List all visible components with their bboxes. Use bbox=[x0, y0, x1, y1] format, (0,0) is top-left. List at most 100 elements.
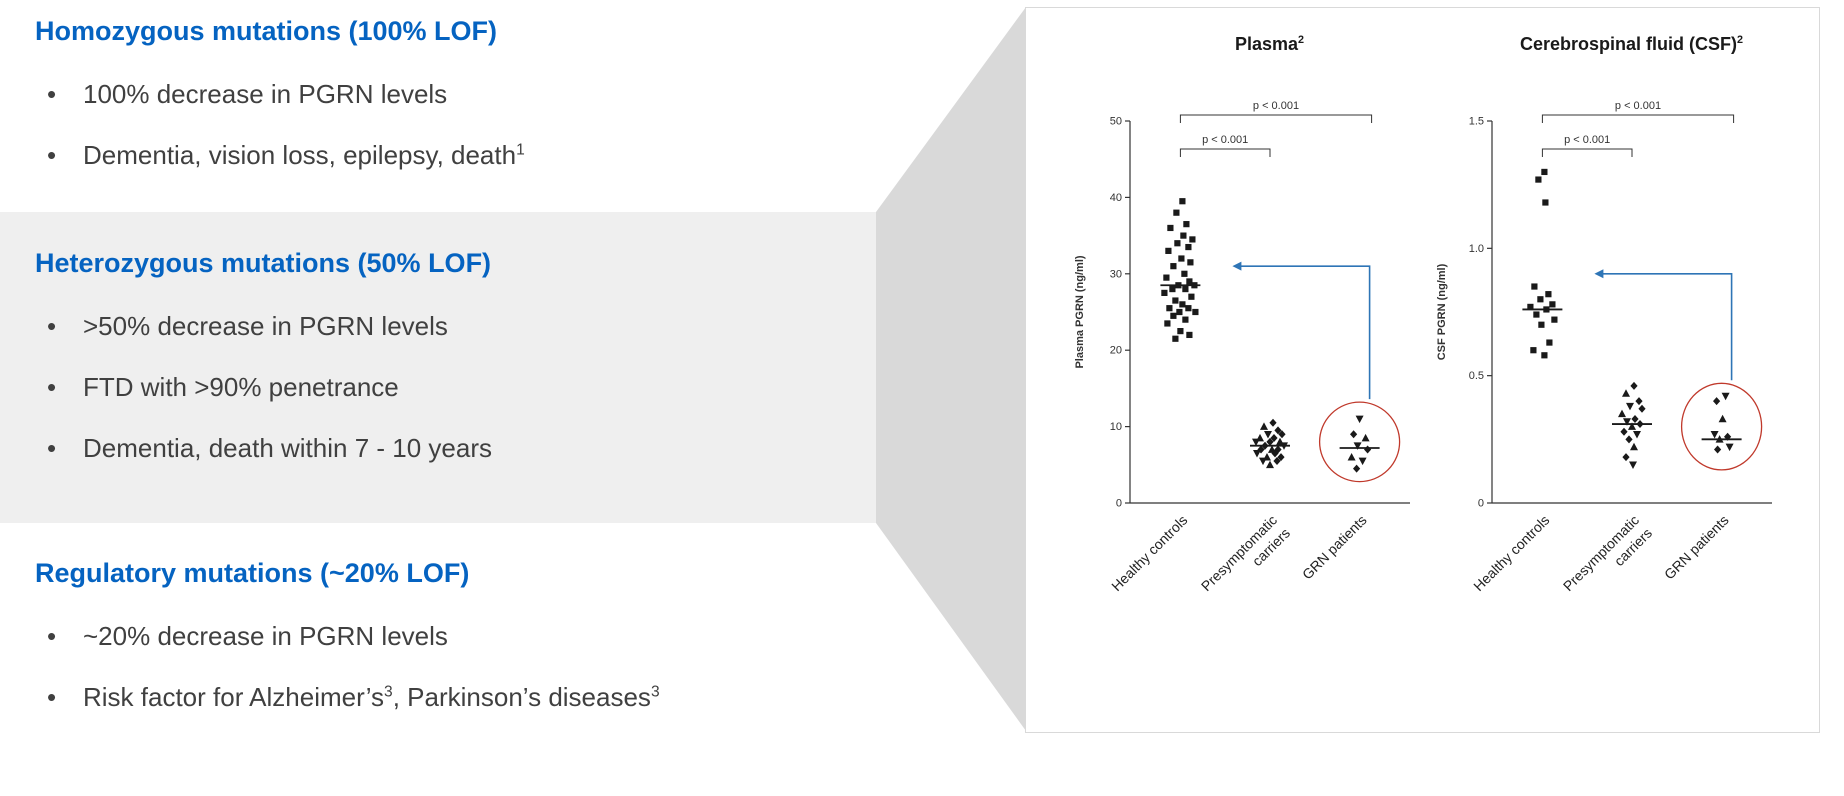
data-point bbox=[1363, 445, 1371, 454]
data-point bbox=[1713, 445, 1721, 454]
bullet-item: Dementia, vision loss, epilepsy, death1 bbox=[35, 138, 915, 173]
data-point bbox=[1529, 347, 1536, 354]
y-tick-label: 40 bbox=[1109, 192, 1121, 204]
data-point bbox=[1171, 335, 1178, 342]
data-point bbox=[1634, 397, 1643, 406]
data-point bbox=[1358, 457, 1367, 466]
bullet-list: 100% decrease in PGRN levels Dementia, v… bbox=[35, 77, 915, 173]
bullet-item: 100% decrease in PGRN levels bbox=[35, 77, 915, 112]
y-tick-label: 20 bbox=[1109, 345, 1121, 357]
data-point bbox=[1251, 438, 1260, 447]
callout-wedge bbox=[876, 7, 1026, 731]
data-point bbox=[1627, 422, 1636, 430]
callout-arrow-head bbox=[1231, 261, 1241, 271]
y-tick-label: 10 bbox=[1109, 421, 1121, 433]
section-heading: Regulatory mutations (~20% LOF) bbox=[35, 558, 470, 588]
data-point bbox=[1621, 453, 1630, 462]
data-point bbox=[1187, 293, 1194, 300]
data-point bbox=[1622, 418, 1631, 426]
p-value-label: p < 0.001 bbox=[1202, 134, 1248, 146]
data-point bbox=[1712, 397, 1720, 406]
data-point bbox=[1536, 296, 1543, 303]
data-point bbox=[1164, 247, 1171, 254]
data-point bbox=[1163, 320, 1170, 327]
data-point bbox=[1186, 259, 1193, 266]
section-homozygous: Homozygous mutations (100% LOF) 100% dec… bbox=[35, 16, 915, 199]
callout-arrow-head bbox=[1593, 269, 1603, 279]
section-heading: Homozygous mutations (100% LOF) bbox=[35, 16, 498, 46]
highlight-band bbox=[0, 212, 877, 523]
data-point bbox=[1537, 321, 1544, 328]
data-point bbox=[1171, 297, 1178, 304]
data-point bbox=[1169, 312, 1176, 319]
data-point bbox=[1172, 209, 1179, 216]
data-point bbox=[1178, 198, 1185, 205]
data-point bbox=[1176, 328, 1183, 335]
category-label: Healthy controls bbox=[1470, 512, 1552, 594]
section-regulatory: Regulatory mutations (~20% LOF) ~20% dec… bbox=[35, 558, 915, 741]
data-point bbox=[1710, 430, 1719, 439]
callout-arrow-line bbox=[1239, 265, 1370, 400]
data-point bbox=[1637, 404, 1646, 413]
data-point bbox=[1540, 168, 1547, 176]
data-point bbox=[1182, 221, 1189, 228]
data-point bbox=[1177, 255, 1184, 262]
p-value-label: p < 0.001 bbox=[1564, 134, 1610, 146]
plasma-chart-title: Plasma2 bbox=[1234, 34, 1305, 54]
data-point bbox=[1179, 232, 1186, 239]
significance-bracket bbox=[1179, 114, 1372, 123]
y-tick-label: 50 bbox=[1109, 116, 1121, 128]
data-point bbox=[1184, 305, 1191, 312]
data-point bbox=[1544, 291, 1551, 298]
data-point bbox=[1361, 433, 1370, 442]
data-point bbox=[1625, 402, 1634, 411]
data-point bbox=[1168, 285, 1175, 293]
data-point bbox=[1265, 460, 1274, 469]
data-point bbox=[1541, 199, 1548, 206]
data-point bbox=[1181, 316, 1188, 323]
data-point bbox=[1259, 422, 1268, 430]
data-point bbox=[1619, 427, 1628, 436]
data-point bbox=[1258, 457, 1267, 466]
plasma-chart-canvas: 0 10 20 30 40 50 Plasma PGRN (ng/ml) Healthy co… bbox=[1066, 61, 1418, 661]
category-label: GRN patients bbox=[1298, 512, 1369, 583]
category-label: GRN patients bbox=[1660, 512, 1731, 583]
data-point bbox=[1617, 409, 1626, 418]
data-point bbox=[1548, 301, 1555, 308]
bullet-list: ~20% decrease in PGRN levels Risk factor… bbox=[35, 619, 915, 715]
data-point bbox=[1353, 442, 1362, 450]
data-point bbox=[1268, 418, 1277, 427]
bullet-item: >50% decrease in PGRN levels bbox=[35, 309, 915, 344]
data-point bbox=[1188, 236, 1195, 243]
data-point bbox=[1550, 316, 1557, 323]
significance-bracket bbox=[1541, 114, 1734, 123]
data-point bbox=[1721, 392, 1730, 401]
y-tick-label: 0 bbox=[1115, 498, 1121, 510]
significance-bracket bbox=[1179, 148, 1270, 157]
bullet-list: >50% decrease in PGRN levels FTD with >9… bbox=[35, 309, 915, 466]
data-point bbox=[1628, 461, 1637, 469]
data-point bbox=[1178, 301, 1185, 308]
data-point bbox=[1629, 442, 1638, 451]
data-point bbox=[1355, 415, 1364, 424]
p-value-label: p < 0.001 bbox=[1614, 100, 1660, 112]
p-value-label: p < 0.001 bbox=[1252, 100, 1298, 112]
data-point bbox=[1184, 243, 1191, 251]
csf-chart: Cerebrospinal fluid (CSF)2 0 0.5 1.0 1.5 CSF… bbox=[1428, 34, 1780, 732]
data-point bbox=[1632, 430, 1641, 439]
category-label: Healthy controls bbox=[1108, 512, 1190, 594]
data-point bbox=[1181, 285, 1188, 293]
data-point bbox=[1191, 308, 1198, 316]
data-point bbox=[1166, 224, 1173, 232]
y-tick-label: 1.0 bbox=[1468, 243, 1483, 255]
data-point bbox=[1629, 381, 1638, 390]
data-point bbox=[1532, 311, 1539, 318]
data-point bbox=[1540, 352, 1547, 359]
highlight-circle bbox=[1318, 401, 1400, 483]
data-point bbox=[1630, 414, 1639, 423]
bullet-item: Risk factor for Alzheimer’s3, Parkinson’… bbox=[35, 680, 915, 715]
significance-bracket bbox=[1541, 148, 1632, 157]
data-point bbox=[1173, 240, 1180, 247]
bullet-item: Dementia, death within 7 - 10 years bbox=[35, 431, 915, 466]
